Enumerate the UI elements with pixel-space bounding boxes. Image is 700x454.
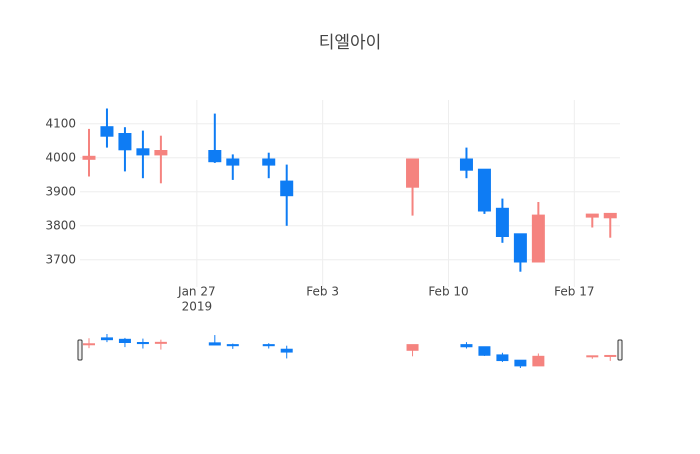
candle-body (208, 150, 222, 163)
candle-body (496, 354, 509, 362)
y-tick-label: 3900 (45, 184, 76, 198)
candle-body (208, 342, 221, 346)
candle-body (154, 341, 167, 344)
y-tick-label: 4000 (45, 150, 76, 164)
candle-body (604, 354, 617, 357)
x-tick-year: 2019 (182, 300, 213, 314)
candle-body (477, 168, 491, 212)
chart-title: 티엘아이 (319, 33, 382, 53)
candle-body (459, 158, 473, 171)
x-tick-label: Feb 3 (306, 285, 339, 299)
candle-body (280, 180, 294, 197)
candle-body (460, 344, 473, 348)
candle-body (514, 359, 527, 367)
y-tick-label: 3800 (45, 218, 76, 232)
candle-body (586, 355, 599, 358)
range-handle[interactable] (77, 339, 83, 361)
candle-body (118, 338, 131, 343)
candle-body (136, 342, 149, 345)
candle-body (532, 355, 545, 367)
candle-body (82, 155, 96, 160)
candle-body (585, 213, 599, 218)
candle-body (226, 344, 239, 347)
candle-body (262, 344, 275, 347)
candle-body (603, 212, 617, 219)
candle-body (118, 133, 132, 151)
range-handle[interactable] (617, 339, 623, 361)
x-tick-label: Feb 10 (428, 285, 468, 299)
y-tick-label: 4100 (45, 116, 76, 130)
candle-body (280, 348, 293, 353)
candle-body (406, 344, 419, 351)
candle-body (262, 158, 276, 166)
candle-body (226, 158, 240, 166)
candle-body (531, 214, 545, 263)
candle-body (136, 148, 150, 156)
candle-body (100, 337, 113, 341)
x-tick-label: Jan 27 (177, 285, 216, 299)
candle-body (100, 126, 114, 137)
candle-body (82, 343, 95, 346)
candle-body (478, 346, 491, 356)
candle-body (513, 233, 527, 263)
y-tick-label: 3700 (45, 252, 76, 266)
candle-body (406, 158, 420, 188)
candle-body (495, 207, 509, 238)
candle-body (154, 150, 168, 156)
x-tick-label: Feb 17 (554, 285, 594, 299)
